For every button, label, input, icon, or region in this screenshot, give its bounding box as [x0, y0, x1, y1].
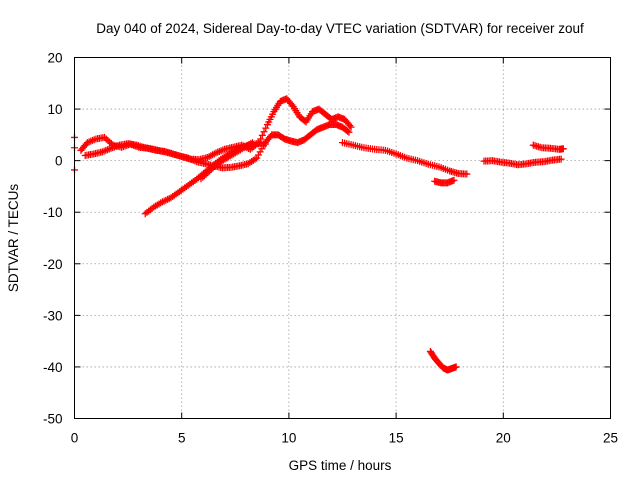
data-point [260, 128, 268, 136]
chart-title: Day 040 of 2024, Sidereal Day-to-day VTE… [96, 21, 584, 36]
x-tick-label: 5 [178, 431, 186, 446]
y-axis-label: SDTVAR / TECUs [6, 184, 21, 293]
x-tick-label: 0 [71, 431, 79, 446]
y-tick-label: -50 [43, 412, 63, 427]
y-tick-label: -20 [43, 257, 63, 272]
x-tick-label: 15 [389, 431, 404, 446]
data-point [344, 127, 352, 135]
data-points [71, 95, 567, 374]
y-tick-label: -40 [43, 360, 63, 375]
data-point [288, 101, 296, 109]
y-tick-label: -10 [43, 205, 63, 220]
data-point [463, 170, 471, 178]
x-axis-label: GPS time / hours [289, 458, 392, 473]
x-tick-label: 10 [281, 431, 296, 446]
data-point [559, 145, 567, 153]
data-point [450, 176, 458, 184]
data-point [452, 363, 460, 371]
data-point [347, 123, 355, 131]
data-point [258, 131, 266, 139]
data-point [261, 140, 269, 148]
y-tick-label: 20 [47, 51, 62, 66]
data-point [262, 124, 270, 132]
y-tick-label: -30 [43, 308, 63, 323]
plot-frame [74, 57, 611, 419]
data-point [346, 122, 354, 130]
y-tick-label: 0 [55, 154, 63, 169]
x-tick-label: 20 [496, 431, 511, 446]
data-point [248, 139, 256, 147]
x-tick-label: 25 [603, 431, 618, 446]
axis-ticks: 0 5 10 15 20 25 20 10 0 -10 -20 -30 -40 -50 [43, 51, 618, 446]
y-tick-label: 10 [47, 102, 62, 117]
grid-lines [74, 57, 611, 419]
data-point [345, 128, 353, 136]
data-point [557, 155, 565, 163]
